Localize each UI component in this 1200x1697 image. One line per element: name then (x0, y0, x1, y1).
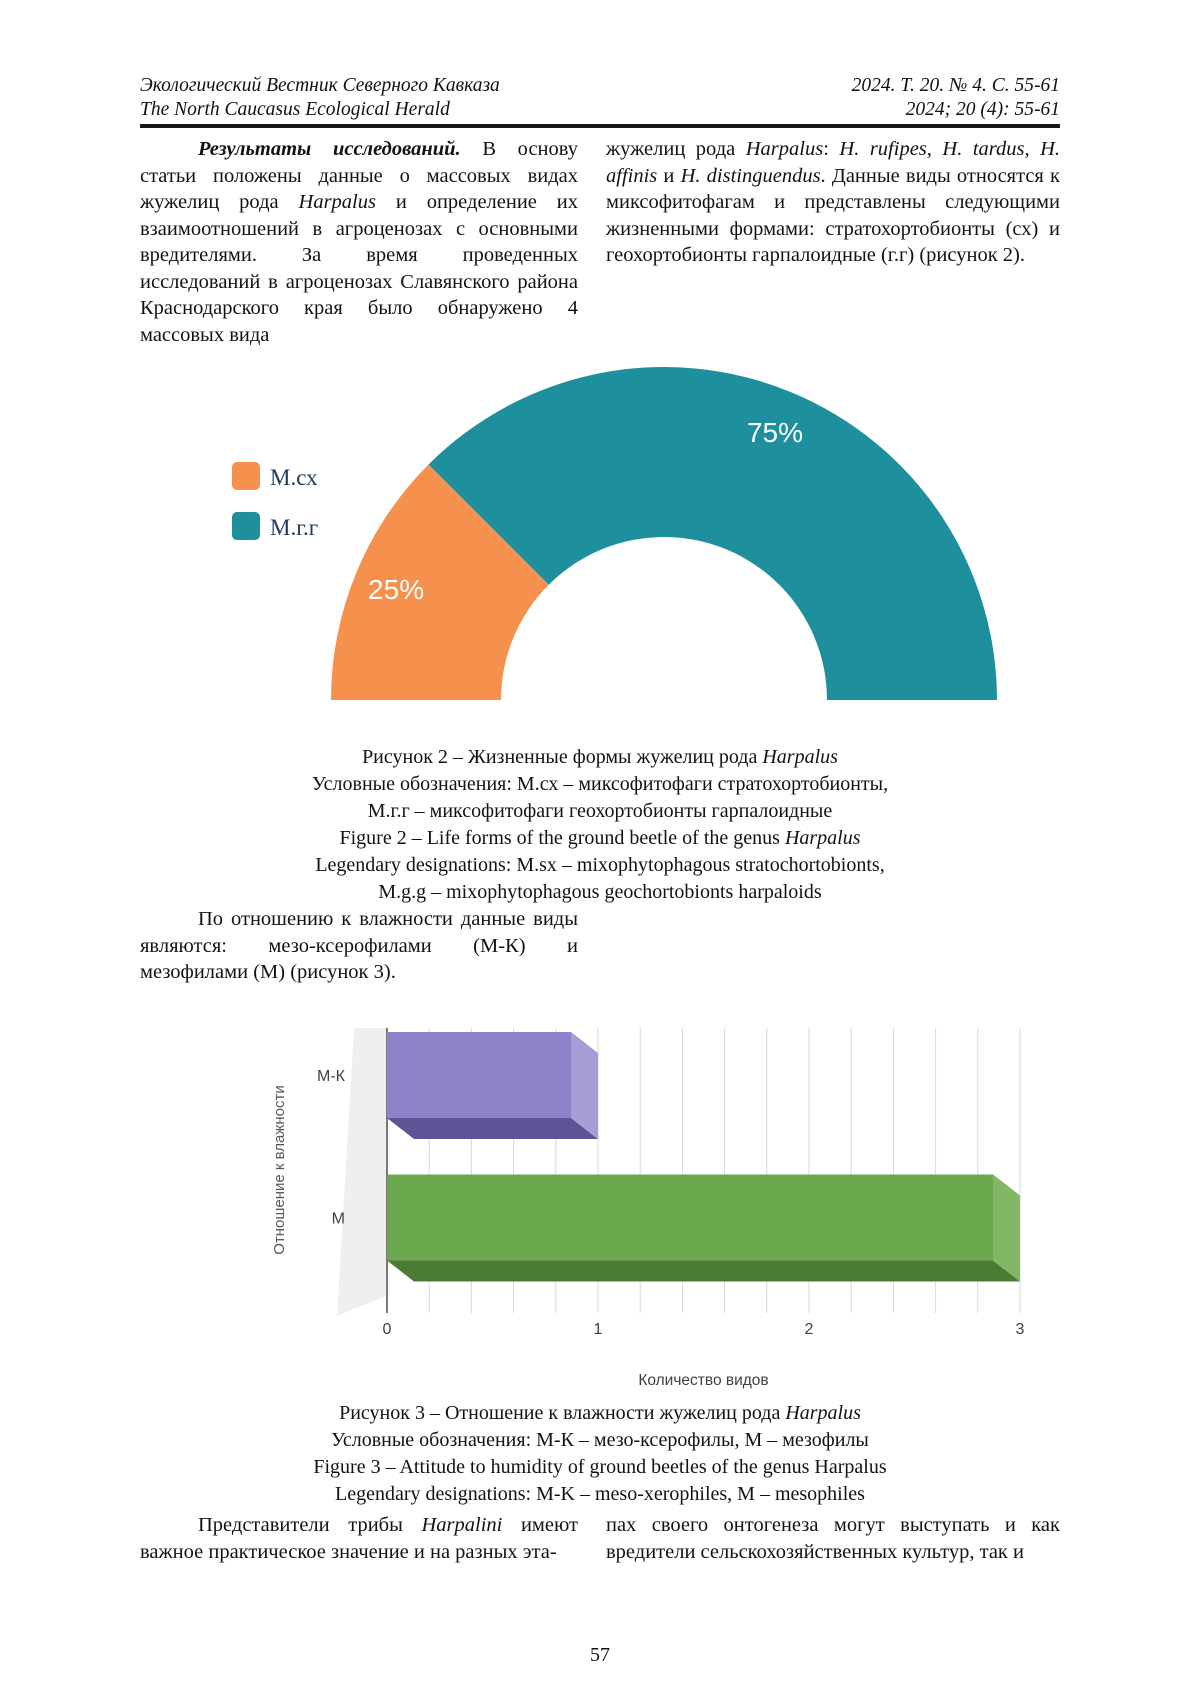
text-run: По отношению к влажности данные виды явл… (140, 908, 578, 983)
bar-bottom-face (387, 1118, 598, 1139)
figure3-caption-line: Legendary designations: M-K – meso-xerop… (140, 1481, 1060, 1508)
text-run: Harpalus (298, 191, 376, 213)
figure3-caption-line: Figure 3 – Attitude to humidity of groun… (140, 1454, 1060, 1481)
figure2-caption: Рисунок 2 – Жизненные формы жужелиц рода… (140, 744, 1060, 906)
x-tick-label: 3 (1016, 1321, 1025, 1338)
figure3-caption: Рисунок 3 – Отношение к влажности жужели… (140, 1400, 1060, 1508)
bar-end-face (993, 1174, 1020, 1282)
figure3-caption-line: Условные обозначения: М-К – мезо-ксерофи… (140, 1427, 1060, 1454)
figure2-caption-line: Условные обозначения: М.сх – миксофитофа… (140, 771, 1060, 798)
text-run: пах своего онтогенеза могут выступать и … (606, 1514, 1060, 1563)
intro-paragraph-left-column: Результаты исследований. В основу статьи… (140, 136, 578, 348)
journal-title-block: Экологический Вестник Северного Кавказа … (140, 74, 500, 122)
figure2-caption-line: Figure 2 – Life forms of the ground beet… (140, 825, 1060, 852)
x-tick-label: 1 (594, 1321, 603, 1338)
legend-label: М.сх (270, 465, 318, 490)
text-run: H. distinguendus (680, 164, 821, 187)
header-rule (140, 124, 1060, 128)
text-run: Legendary designations: M.sx – mixophyto… (315, 854, 885, 876)
text-run: M.g.g – mixophytophagous geochortobionts… (378, 881, 822, 903)
text-run: и определение их взаимоотношений в агроц… (140, 191, 579, 346)
text-run: М.г.г – миксофитофаги геохортобионты гар… (367, 800, 833, 822)
text-run: жужелиц рода (606, 138, 746, 160)
journal-title-ru: Экологический Вестник Северного Кавказа (140, 75, 500, 96)
legend-swatch (232, 462, 260, 490)
text-run: . Данные виды относятся к миксофитофагам… (606, 164, 1060, 267)
text-run: В основу статьи положены данные о массов… (140, 138, 578, 213)
figure2-caption-line: M.g.g – mixophytophagous geochortobionts… (140, 879, 1060, 906)
text-run: имеют важное практическое значение и на … (140, 1514, 579, 1563)
text-run: Представители трибы (198, 1514, 422, 1536)
text-run: Рисунок 3 – Отношение к влажности жужели… (339, 1402, 786, 1424)
figure2-donut-chart: 25% 75% М.сх М.г.г (232, 367, 997, 700)
chart-wall (337, 1028, 386, 1316)
donut-slice-mgg (428, 367, 997, 700)
bar-bottom-face (387, 1260, 1020, 1282)
text-run: Harpalus (745, 138, 824, 160)
closing-paragraph-left-column: Представители трибы Harpalini имеют важн… (140, 1512, 578, 1565)
issue-info-block: 2024. Т. 20. № 4. С. 55-61 2024; 20 (4):… (852, 74, 1060, 122)
category-label: М-К (317, 1068, 346, 1085)
page-header: Экологический Вестник Северного Кавказа … (140, 74, 1060, 122)
bar-М (387, 1174, 993, 1261)
slice-percent-label: 75% (747, 417, 803, 448)
intro-paragraph-right-column: жужелиц рода Harpalus: H. rufipes, H. ta… (606, 136, 1060, 269)
text-run: Figure 2 – Life forms of the ground beet… (339, 827, 785, 849)
x-tick-label: 0 (383, 1321, 392, 1338)
slice-percent-label: 25% (368, 574, 424, 605)
text-run: и (657, 164, 681, 187)
legend-swatch (232, 512, 260, 540)
text-run: Результаты исследований. (198, 138, 461, 160)
x-axis-title: Количество видов (638, 1372, 768, 1389)
x-tick-label: 2 (805, 1321, 814, 1338)
y-axis-title: Отношение к влажности (271, 1085, 288, 1255)
text-run: Legendary designations: M-K – meso-xerop… (335, 1483, 865, 1505)
figure3-caption-line: Рисунок 3 – Отношение к влажности жужели… (140, 1400, 1060, 1427)
text-run: H. rufipes, H. tardus, H. affinis (606, 138, 1061, 187)
issue-info-ru: 2024. Т. 20. № 4. С. 55-61 (851, 75, 1060, 96)
text-run: Harpalus (762, 746, 838, 768)
figure2-caption-line: М.г.г – миксофитофаги геохортобионты гар… (140, 798, 1060, 825)
text-run: Harpalus (784, 827, 861, 849)
text-run: Условные обозначения: М-К – мезо-ксерофи… (331, 1429, 869, 1451)
text-run: Figure 3 – Attitude to humidity of groun… (313, 1456, 887, 1478)
humidity-paragraph: По отношению к влажности данные виды явл… (140, 906, 578, 986)
closing-paragraph-right-column: пах своего онтогенеза могут выступать и … (606, 1512, 1060, 1565)
category-label: М (332, 1211, 345, 1228)
journal-title-en: The North Caucasus Ecological Herald (140, 99, 450, 120)
page-number: 57 (590, 1644, 610, 1666)
figure3-bar-chart: М-К М 0 1 2 3 Количество видов Отношение к влаж… (271, 1028, 1025, 1389)
bar-М-К (387, 1032, 571, 1118)
bar-end-face (571, 1032, 598, 1139)
issue-info-en: 2024; 20 (4): 55-61 (905, 99, 1060, 120)
legend-label: М.г.г (270, 515, 318, 540)
text-run: Harpalus (785, 1402, 861, 1424)
text-run: : (823, 138, 840, 160)
donut-slice-msx (331, 464, 549, 700)
figure2-caption-line: Legendary designations: M.sx – mixophyto… (140, 852, 1060, 879)
text-run: Рисунок 2 – Жизненные формы жужелиц рода (362, 746, 763, 768)
figure2-caption-line: Рисунок 2 – Жизненные формы жужелиц рода… (140, 744, 1060, 771)
text-run: Harpalini (421, 1514, 503, 1536)
text-run: Условные обозначения: М.сх – миксофитофа… (311, 773, 889, 795)
